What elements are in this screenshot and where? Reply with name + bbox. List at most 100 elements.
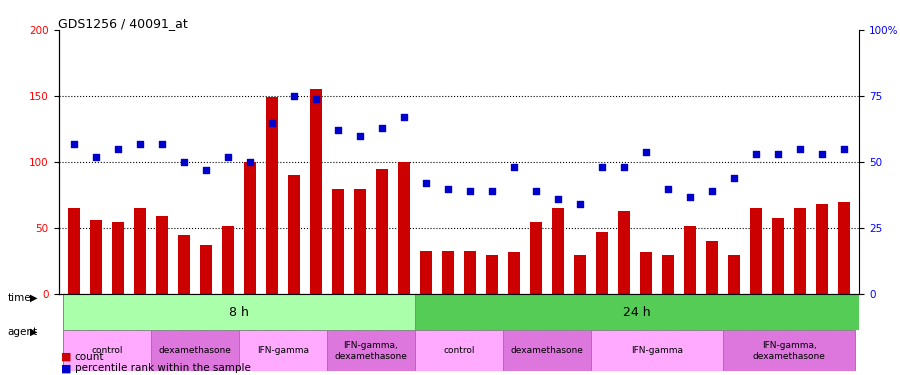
Bar (420, 251, 432, 294)
Point (243, 159, 257, 165)
Bar (178, 235, 190, 294)
Bar (728, 255, 740, 294)
Bar (486, 255, 498, 294)
Point (220, 154, 235, 160)
Bar (156, 216, 168, 294)
Bar (838, 202, 850, 294)
Bar (90, 220, 102, 294)
Point (507, 165, 521, 171)
Text: IFN-gamma,
dexamethasone: IFN-gamma, dexamethasone (752, 341, 825, 360)
Text: ■: ■ (61, 363, 72, 373)
Text: dexamethasone: dexamethasone (158, 346, 231, 355)
Point (529, 188, 544, 194)
Point (309, 96, 323, 102)
Bar (574, 255, 586, 294)
Text: agent: agent (7, 327, 37, 337)
Bar (222, 226, 234, 294)
Point (353, 133, 367, 139)
Bar (816, 204, 828, 294)
Point (111, 146, 125, 152)
Bar (662, 255, 674, 294)
Bar (552, 209, 564, 294)
Point (771, 151, 786, 157)
Point (132, 141, 147, 147)
Point (814, 151, 829, 157)
Point (374, 125, 389, 131)
Text: count: count (75, 352, 104, 362)
Bar (310, 90, 322, 294)
Bar (415, 294, 860, 330)
Bar (238, 330, 327, 371)
Point (155, 141, 169, 147)
Text: 8 h: 8 h (229, 306, 249, 319)
Bar (530, 222, 542, 294)
Text: time: time (7, 293, 31, 303)
Bar (151, 330, 238, 371)
Bar (200, 246, 212, 294)
Point (661, 186, 675, 192)
Point (441, 186, 455, 192)
Bar (63, 330, 151, 371)
Text: IFN-gamma: IFN-gamma (257, 346, 309, 355)
Bar (723, 330, 855, 371)
Point (683, 194, 698, 200)
Bar (772, 218, 784, 294)
Bar (596, 232, 608, 294)
Text: GDS1256 / 40091_at: GDS1256 / 40091_at (58, 17, 188, 30)
Point (616, 165, 631, 171)
Bar (794, 209, 806, 294)
Point (727, 175, 742, 181)
Bar (442, 251, 454, 294)
Bar (415, 330, 503, 371)
Bar (327, 330, 415, 371)
Point (595, 165, 609, 171)
Bar (750, 209, 762, 294)
Text: control: control (91, 346, 122, 355)
Text: ▶: ▶ (30, 327, 37, 337)
Bar (376, 169, 388, 294)
Bar (591, 330, 723, 371)
Point (418, 180, 433, 186)
Bar (618, 211, 630, 294)
Text: dexamethasone: dexamethasone (510, 346, 583, 355)
Point (551, 196, 565, 202)
Bar (244, 162, 256, 294)
Text: 24 h: 24 h (624, 306, 651, 319)
Text: ■: ■ (61, 352, 72, 362)
Bar (332, 189, 344, 294)
Bar (503, 330, 591, 371)
Text: ▶: ▶ (30, 293, 37, 303)
Point (705, 188, 719, 194)
Bar (134, 209, 146, 294)
Bar (464, 251, 476, 294)
Point (463, 188, 477, 194)
Bar (112, 222, 124, 294)
Text: percentile rank within the sample: percentile rank within the sample (75, 363, 250, 373)
Point (67, 141, 81, 147)
Point (485, 188, 500, 194)
Bar (288, 176, 300, 294)
Point (176, 159, 191, 165)
Bar (68, 209, 80, 294)
Point (639, 148, 653, 154)
Point (837, 146, 851, 152)
Bar (398, 162, 410, 294)
Point (287, 93, 302, 99)
Text: control: control (443, 346, 474, 355)
Bar (63, 294, 415, 330)
Text: IFN-gamma,
dexamethasone: IFN-gamma, dexamethasone (335, 341, 408, 360)
Point (572, 201, 587, 207)
Bar (354, 189, 366, 294)
Text: IFN-gamma: IFN-gamma (631, 346, 683, 355)
Bar (684, 226, 696, 294)
Point (397, 114, 411, 120)
Bar (706, 242, 718, 294)
Bar (266, 98, 278, 294)
Bar (640, 252, 652, 294)
Point (331, 128, 346, 134)
Point (265, 120, 279, 126)
Point (89, 154, 104, 160)
Point (749, 151, 763, 157)
Point (793, 146, 807, 152)
Point (199, 167, 213, 173)
